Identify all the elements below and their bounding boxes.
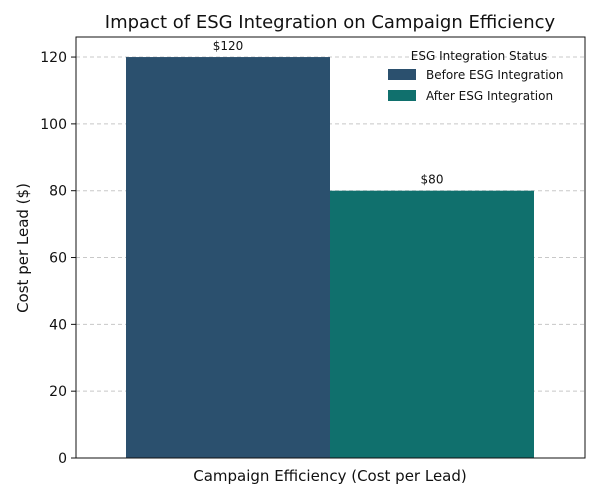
legend-swatch-after bbox=[388, 90, 416, 101]
chart-title: Impact of ESG Integration on Campaign Ef… bbox=[105, 12, 556, 33]
y-tick-label: 100 bbox=[40, 117, 67, 133]
plot-frame bbox=[75, 36, 586, 459]
legend-label-before: Before ESG Integration bbox=[426, 68, 563, 82]
y-tick-label: 80 bbox=[49, 184, 67, 200]
y-tick-label: 20 bbox=[49, 384, 67, 400]
y-tick-label: 60 bbox=[49, 251, 67, 267]
y-tick-label: 40 bbox=[49, 317, 67, 333]
data-label-after: $80 bbox=[421, 173, 444, 187]
legend-label-after: After ESG Integration bbox=[426, 89, 553, 103]
data-label-before: $120 bbox=[213, 39, 244, 53]
bar-before-esg bbox=[126, 57, 330, 459]
bars bbox=[126, 57, 534, 459]
bar-after-esg bbox=[330, 190, 534, 458]
legend-title: ESG Integration Status bbox=[411, 49, 548, 63]
y-axis: 0 20 40 60 80 100 120 bbox=[40, 50, 76, 467]
y-tick-label: 0 bbox=[58, 451, 67, 467]
legend: ESG Integration Status Before ESG Integr… bbox=[388, 49, 563, 103]
data-labels: $120 $80 bbox=[213, 39, 444, 187]
y-axis-label: Cost per Lead ($) bbox=[14, 183, 32, 313]
y-tick-label: 120 bbox=[40, 50, 67, 66]
x-axis-label: Campaign Efficiency (Cost per Lead) bbox=[193, 467, 467, 485]
legend-swatch-before bbox=[388, 69, 416, 80]
